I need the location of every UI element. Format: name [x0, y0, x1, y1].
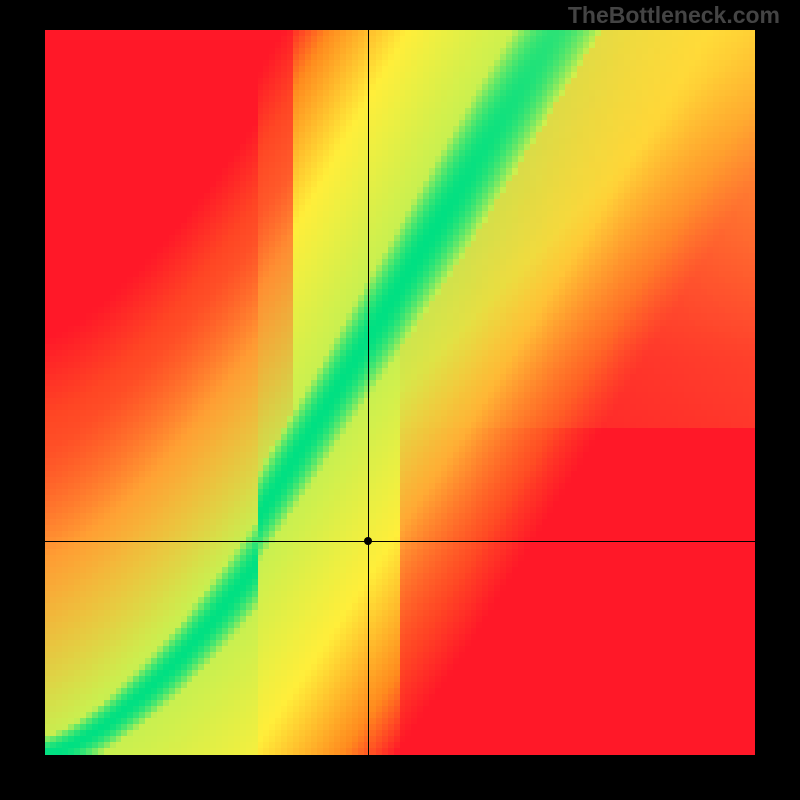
crosshair-horizontal — [45, 541, 755, 542]
crosshair-vertical — [368, 30, 369, 755]
plot-area — [45, 30, 755, 755]
heatmap-canvas — [45, 30, 755, 755]
figure-container: TheBottleneck.com — [0, 0, 800, 800]
crosshair-marker — [364, 537, 372, 545]
watermark-text: TheBottleneck.com — [568, 2, 780, 29]
